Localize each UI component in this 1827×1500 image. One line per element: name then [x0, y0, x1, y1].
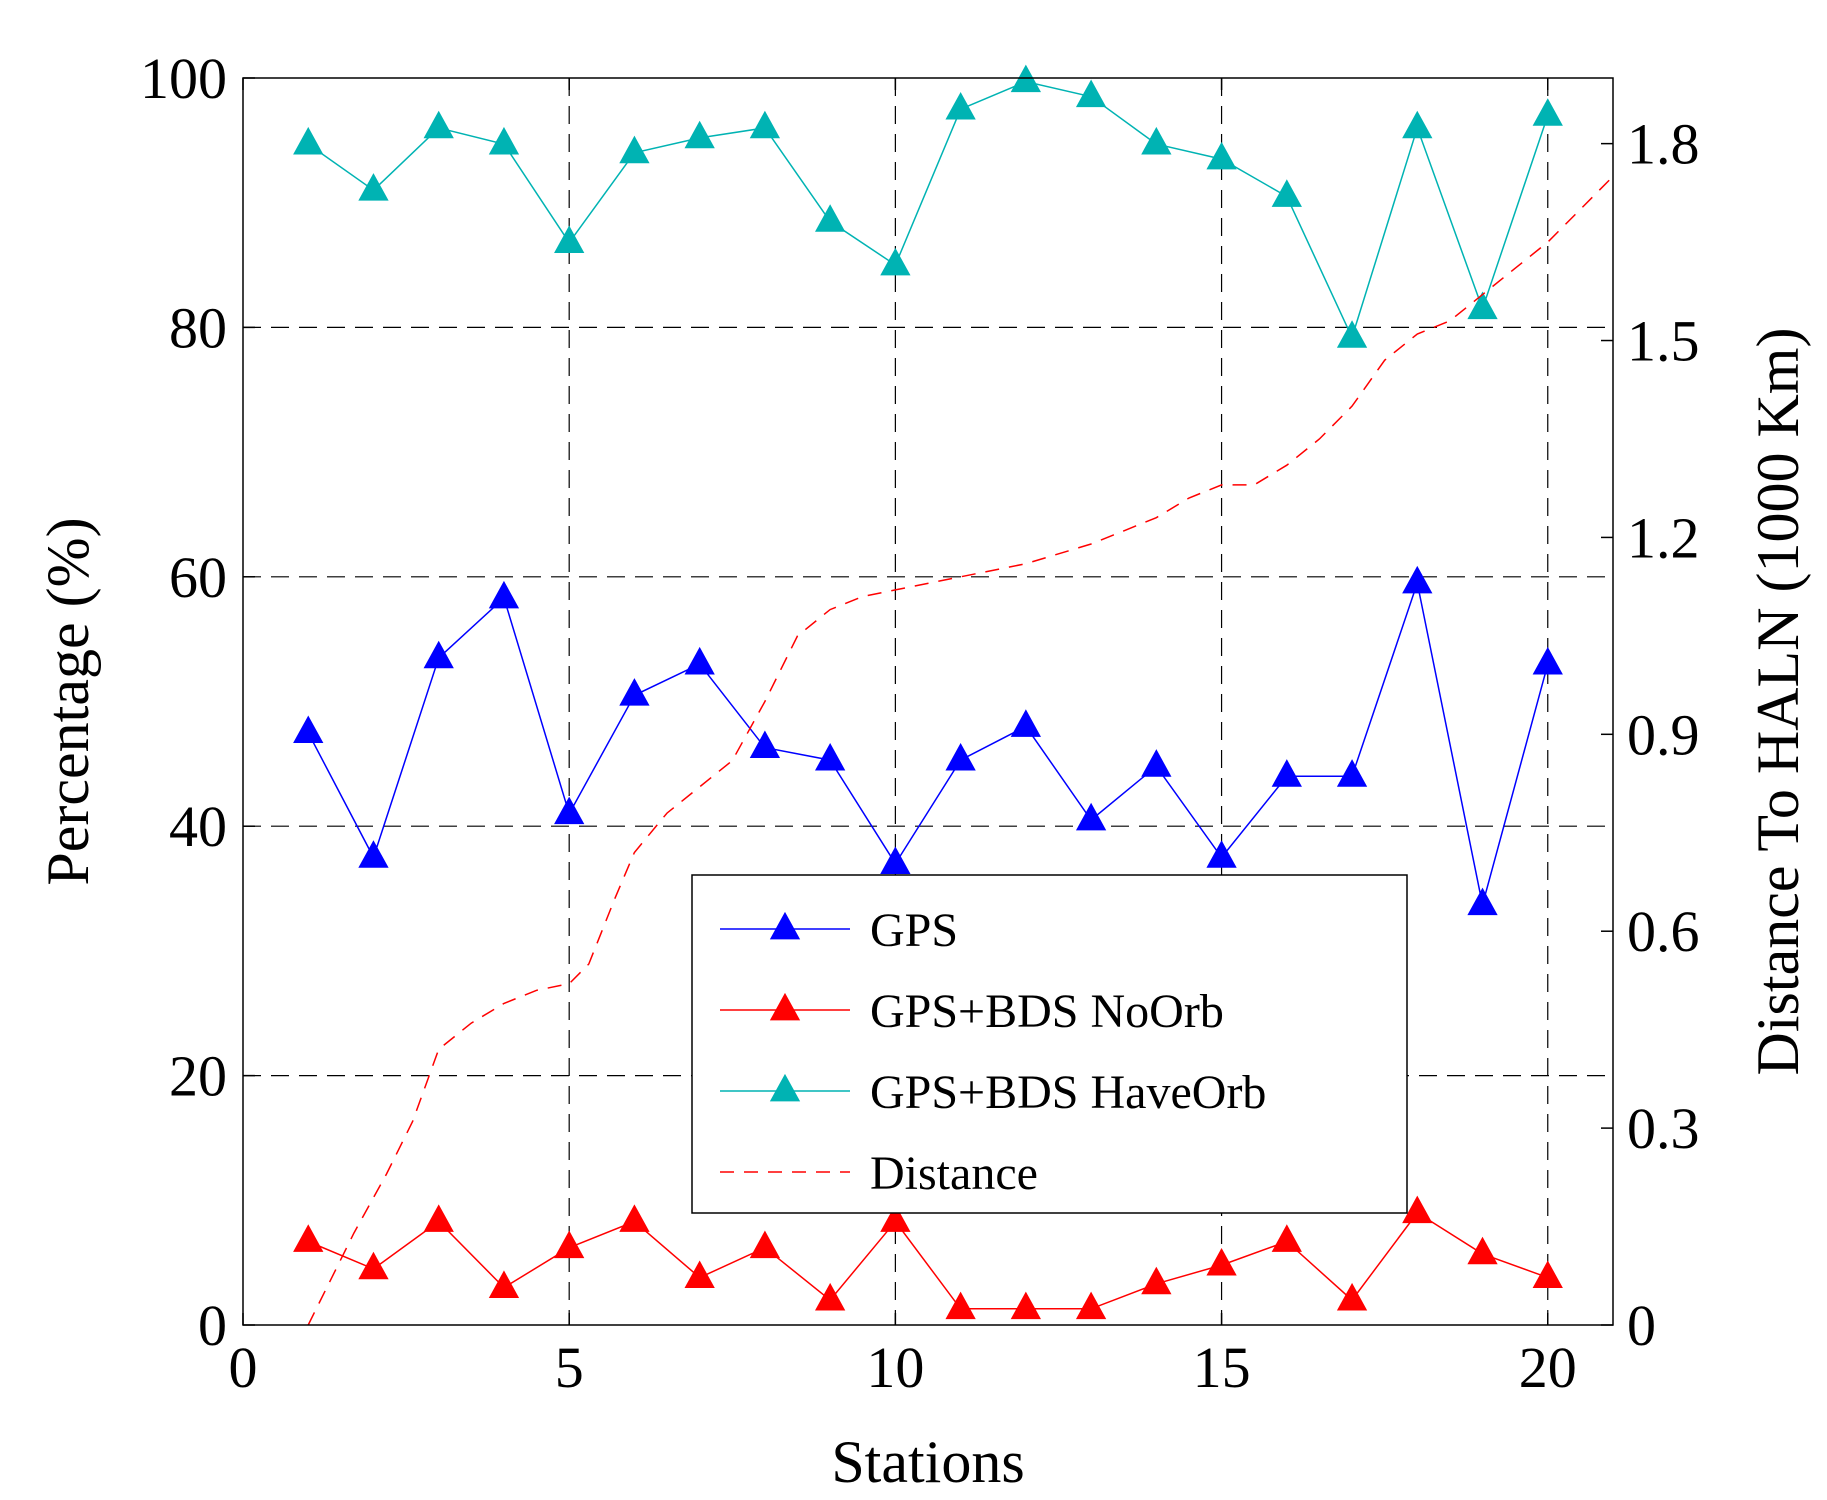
data-point-gps-bds-haveorb — [619, 135, 650, 164]
x-axis-title: Stations — [831, 1429, 1024, 1495]
legend-marker-gps — [769, 911, 801, 940]
legend: GPS GPS+BDS NoOrb GPS+BDS HaveOrb Distance — [691, 874, 1408, 1214]
data-point-gps-bds-haveorb — [945, 92, 976, 120]
data-point-gps-bds-noorb — [880, 1204, 911, 1232]
x-tick-label: 10 — [866, 1335, 924, 1400]
x-tick-label: 15 — [1193, 1335, 1251, 1400]
plot-area-frame — [242, 77, 1614, 1326]
y-tick-label: 20 — [169, 1044, 227, 1109]
data-point-gps-bds-haveorb — [554, 225, 585, 253]
data-point-gps-bds-haveorb — [684, 120, 715, 149]
data-point-gps-bds-haveorb — [1206, 141, 1237, 170]
data-point-gps — [1010, 709, 1042, 737]
y-tick-label: 60 — [169, 545, 227, 610]
data-point-gps-bds-noorb — [554, 1230, 585, 1259]
data-point-gps-bds-haveorb — [1467, 291, 1498, 320]
data-point-gps-bds-haveorb — [880, 247, 911, 276]
y2-tick-label: 0.6 — [1627, 899, 1700, 964]
legend-label-distance: Distance — [870, 1147, 1038, 1200]
y2-tick-label: 0 — [1627, 1293, 1656, 1358]
y2-tick-label: 0.9 — [1627, 702, 1700, 767]
data-point-gps — [1206, 840, 1237, 868]
data-point-gps — [554, 796, 585, 825]
legend-label-gps-bds-haveorb: GPS+BDS HaveOrb — [870, 1066, 1266, 1119]
data-point-gps-bds-haveorb — [1075, 79, 1107, 108]
data-point-gps — [1141, 749, 1172, 777]
data-point-gps-bds-noorb — [945, 1291, 976, 1320]
legend-marker-gps-bds-haveorb — [769, 1073, 801, 1102]
data-point-gps — [1271, 759, 1302, 787]
data-point-gps — [1402, 565, 1433, 594]
data-point-gps-bds-haveorb — [749, 110, 781, 139]
legend-label-gps: GPS — [870, 904, 958, 957]
data-point-gps-bds-noorb — [749, 1230, 781, 1259]
series-line-gps-bds-noorb — [307, 1211, 1549, 1310]
legend-box — [691, 874, 1408, 1214]
y-tick-label: 80 — [169, 295, 227, 360]
data-point-gps-bds-haveorb — [1271, 179, 1302, 207]
data-point-gps-bds-noorb — [293, 1224, 324, 1252]
y-tick-label: 100 — [140, 46, 227, 111]
data-point-gps — [1075, 802, 1107, 831]
data-point-gps — [749, 730, 781, 759]
x-tick-label: 0 — [229, 1335, 258, 1400]
gridlines — [243, 78, 1613, 1325]
data-point-gps — [358, 840, 389, 868]
data-point-gps — [814, 742, 846, 771]
data-point-gps-bds-haveorb — [1336, 320, 1368, 348]
series-line-distance — [307, 175, 1614, 1326]
data-point-gps-bds-noorb — [1206, 1247, 1237, 1276]
series-layer — [293, 64, 1614, 1326]
data-point-gps-bds-noorb — [1010, 1291, 1042, 1320]
data-point-gps-bds-noorb — [619, 1204, 650, 1232]
data-point-gps — [945, 742, 976, 771]
axis-ticks: 0 5 10 15 20 0 20 40 60 80 100 0 0.3 0.6 0.9 1.2 1.5 1.8 — [140, 46, 1700, 1400]
data-point-gps — [293, 715, 324, 744]
y-axis-title: Percentage (%) — [35, 517, 101, 885]
data-point-gps-bds-noorb — [423, 1204, 454, 1232]
data-point-gps-bds-noorb — [358, 1251, 389, 1280]
data-point-gps-bds-haveorb — [1141, 126, 1172, 155]
y2-tick-label: 1.8 — [1627, 112, 1700, 177]
data-point-gps — [684, 646, 715, 675]
data-point-gps-bds-noorb — [1141, 1266, 1172, 1295]
data-point-gps — [1336, 759, 1368, 787]
x-tick-label: 20 — [1519, 1335, 1577, 1400]
data-point-gps — [1467, 887, 1498, 916]
series-line-gps-bds-haveorb — [307, 80, 1549, 340]
data-point-gps-bds-noorb — [1467, 1236, 1498, 1265]
data-point-gps-bds-haveorb — [358, 173, 389, 201]
y2-tick-label: 1.5 — [1627, 309, 1700, 374]
data-point-gps-bds-haveorb — [488, 126, 520, 155]
data-point-gps-bds-noorb — [814, 1282, 846, 1311]
data-point-gps — [880, 846, 911, 874]
data-point-gps-bds-haveorb — [814, 204, 846, 232]
y-tick-label: 40 — [169, 794, 227, 859]
y2-tick-label: 1.2 — [1627, 505, 1700, 570]
legend-label-gps-bds-noorb: GPS+BDS NoOrb — [870, 985, 1224, 1038]
series-line-gps — [307, 580, 1549, 905]
data-point-gps-bds-noorb — [684, 1260, 715, 1288]
data-point-gps-bds-noorb — [1271, 1224, 1302, 1252]
data-point-gps-bds-noorb — [1532, 1260, 1563, 1288]
y-tick-label: 0 — [198, 1293, 227, 1358]
data-point-gps-bds-noorb — [1075, 1291, 1107, 1320]
data-point-gps-bds-noorb — [1336, 1282, 1368, 1311]
data-point-gps-bds-haveorb — [1532, 98, 1563, 126]
data-point-gps — [488, 580, 520, 609]
data-point-gps-bds-noorb — [488, 1270, 520, 1298]
data-point-gps-bds-haveorb — [1402, 110, 1433, 139]
x-tick-label: 5 — [555, 1335, 584, 1400]
data-point-gps — [1532, 646, 1563, 675]
data-point-gps — [619, 678, 650, 706]
data-point-gps-bds-haveorb — [423, 110, 454, 139]
data-point-gps — [423, 640, 454, 669]
data-point-gps-bds-noorb — [1402, 1195, 1433, 1224]
data-point-gps-bds-haveorb — [293, 126, 324, 155]
y2-axis-title: Distance To HALN (1000 Km) — [1745, 328, 1811, 1076]
legend-marker-gps-bds-noorb — [769, 992, 801, 1021]
y2-tick-label: 0.3 — [1627, 1096, 1700, 1161]
